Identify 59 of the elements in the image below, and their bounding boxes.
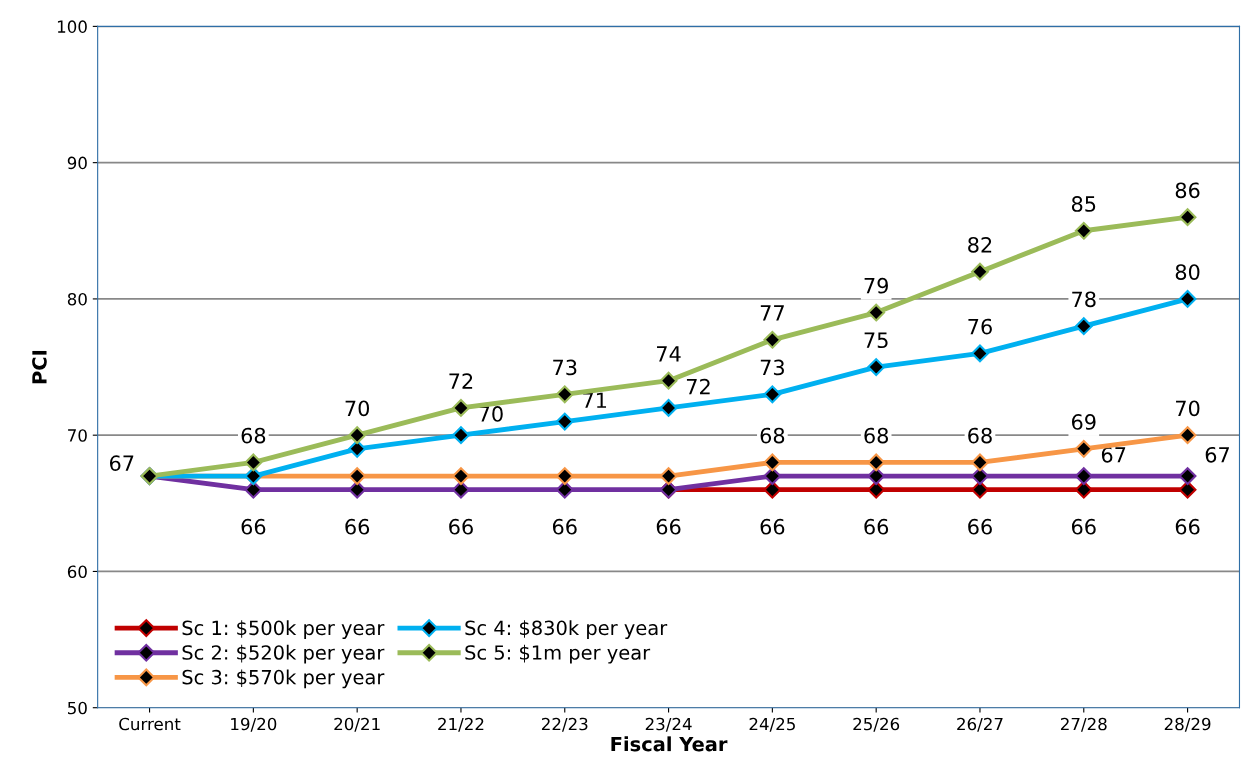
data-label: 66 [864, 518, 889, 535]
x-tick-label: Current [119, 717, 181, 731]
data-label: 66 [1071, 518, 1096, 535]
legend-label: Sc 1: $500k per year [182, 620, 385, 639]
data-label: 67 [109, 455, 134, 471]
y-tick-label: 100 [57, 20, 87, 33]
data-label: 73 [553, 359, 577, 376]
x-tick-label: 28/29 [1164, 717, 1211, 732]
x-tick-label: 20/21 [334, 717, 380, 732]
x-tick-label: 19/20 [231, 717, 277, 732]
x-tick-label: 21/22 [438, 717, 484, 732]
y-tick-label: 60 [67, 565, 87, 579]
data-label: 68 [968, 427, 992, 444]
data-label: 67 [1205, 446, 1229, 463]
legend-label: Sc 2: $520k per year [182, 644, 385, 664]
data-label: 74 [657, 346, 681, 362]
data-label: 66 [345, 518, 370, 535]
data-label: 66 [1175, 518, 1200, 535]
data-label: 80 [1175, 264, 1200, 280]
data-label: 69 [1071, 414, 1096, 430]
data-label: 77 [760, 305, 784, 321]
data-label: 78 [1072, 291, 1096, 308]
x-tick-label: 23/24 [645, 717, 692, 732]
data-label: 66 [552, 518, 577, 535]
data-label: 72 [449, 373, 473, 389]
y-tick-label: 80 [67, 292, 87, 306]
data-label: 75 [864, 332, 888, 349]
data-label: 79 [864, 277, 888, 294]
x-tick-label: 26/27 [957, 717, 1003, 732]
data-label: 66 [656, 518, 681, 535]
data-label: 70 [1176, 400, 1200, 417]
data-label: 66 [760, 518, 785, 535]
data-label: 72 [686, 378, 710, 395]
data-label: 76 [968, 318, 992, 335]
data-label: 66 [241, 518, 266, 535]
data-label: 85 [1071, 196, 1096, 212]
data-label: 73 [760, 359, 784, 376]
legend-label: Sc 3: $570k per year [182, 669, 385, 689]
data-label: 68 [760, 427, 785, 444]
x-tick-label: 27/28 [1060, 717, 1107, 732]
legend-label: Sc 4: $830k per year [465, 620, 668, 639]
y-tick-label: 50 [68, 701, 87, 715]
y-tick-label: 70 [68, 429, 87, 442]
x-tick-label: 25/26 [853, 717, 900, 732]
x-tick-label: 22/23 [541, 717, 588, 732]
data-label: 68 [864, 427, 888, 444]
y-axis-title: PCI [32, 350, 47, 384]
y-tick-label: 90 [67, 156, 87, 170]
data-label: 82 [968, 236, 992, 253]
data-label: 66 [449, 518, 473, 535]
data-label: 70 [345, 400, 370, 417]
data-label: 86 [1175, 182, 1200, 199]
x-tick-label: 24/25 [749, 717, 795, 732]
data-label: 66 [968, 518, 992, 535]
data-label: 67 [1101, 446, 1126, 463]
data-label: 71 [583, 392, 607, 408]
data-label: 68 [241, 427, 266, 444]
legend-label: Sc 5: $1m per year [465, 644, 651, 664]
x-axis-title: Fiscal Year [611, 736, 728, 752]
